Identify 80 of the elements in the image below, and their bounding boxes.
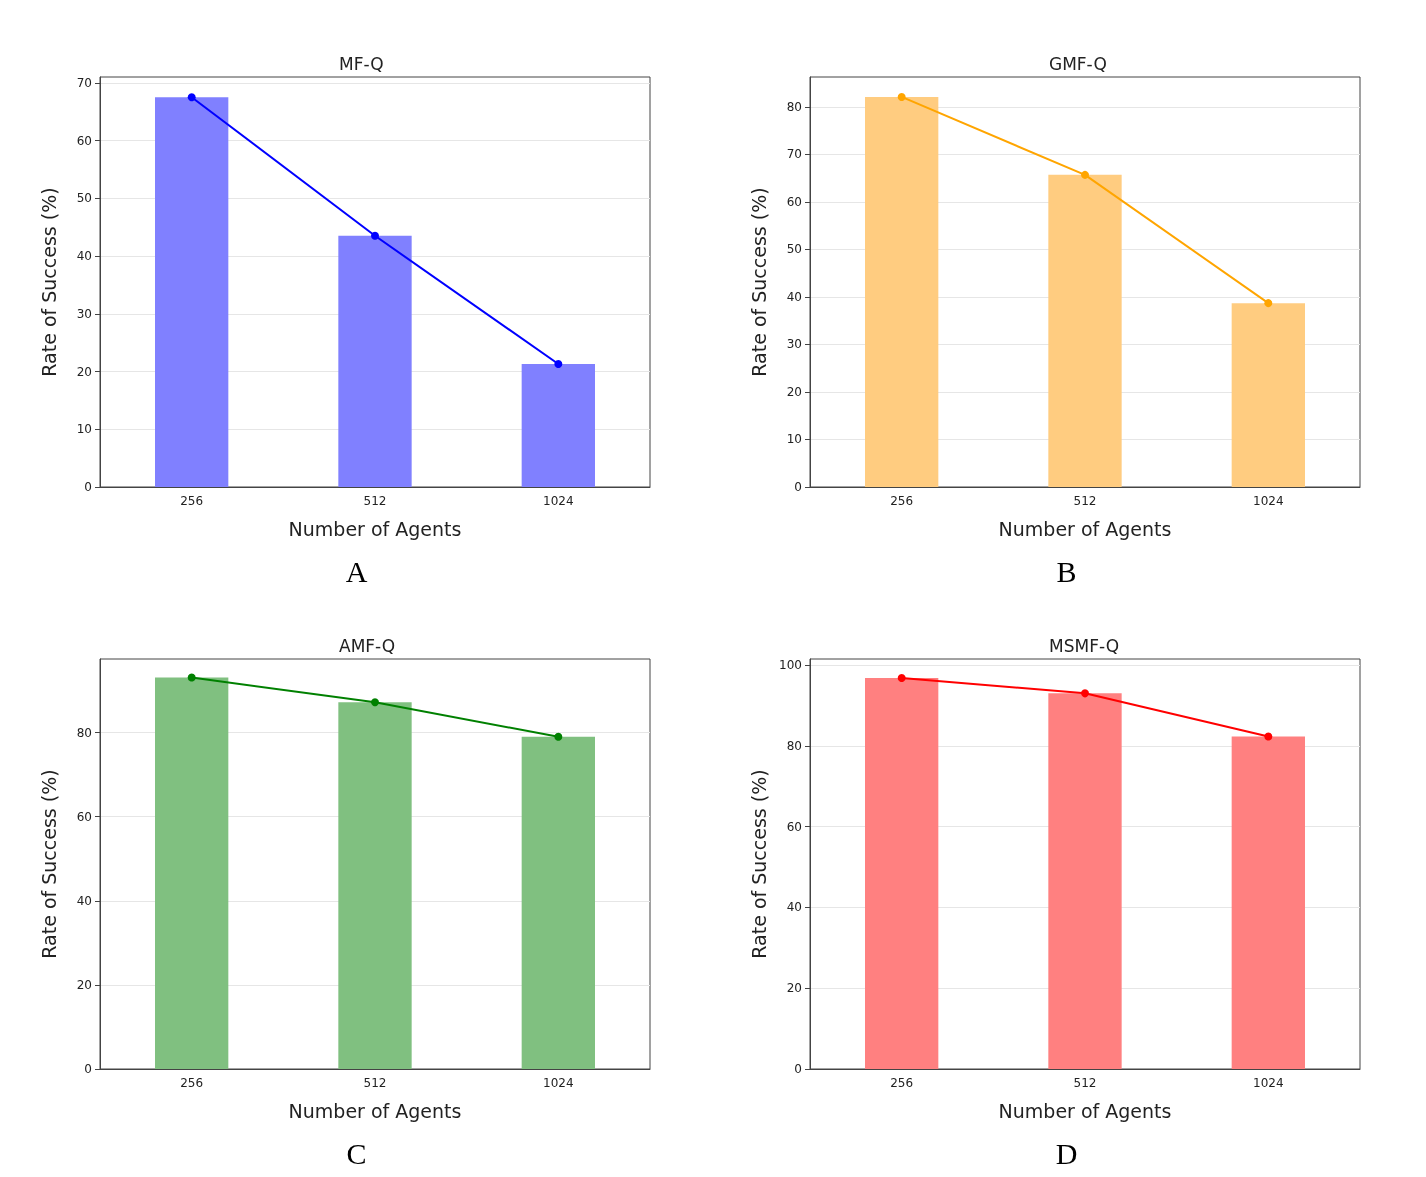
x-axis-title: Number of Agents: [998, 517, 1172, 540]
x-tick-label: 256: [180, 1076, 204, 1090]
point: [554, 732, 563, 741]
point: [1081, 170, 1089, 179]
y-tick-label: 60: [76, 809, 92, 824]
chart-title: MF-Q: [339, 53, 384, 74]
y-axis-title: Rate of Success (%): [747, 187, 770, 377]
x-tick-label: 1024: [1253, 1076, 1284, 1090]
y-tick-label: 100: [779, 658, 802, 673]
point: [1081, 689, 1089, 698]
text: B: [1056, 554, 1077, 588]
chart-title: AMF-Q: [339, 635, 396, 656]
bar: [1231, 303, 1305, 487]
x-tick-label: 256: [890, 1076, 914, 1090]
x-axis-title: Number of Agents: [998, 1099, 1172, 1122]
x-tick-label: 256: [890, 494, 914, 508]
y-tick-label: 50: [76, 191, 92, 206]
text: D: [1055, 1136, 1078, 1170]
bar: [521, 736, 595, 1069]
y-tick-label: 80: [786, 738, 802, 753]
point: [897, 673, 906, 682]
y-tick-label: 40: [786, 289, 802, 304]
bar: [865, 96, 939, 487]
y-tick-label: 60: [76, 133, 92, 148]
y-tick-label: 60: [786, 819, 802, 834]
y-tick-label: 10: [786, 432, 802, 447]
bar: [1048, 174, 1122, 487]
y-tick-label: 60: [786, 194, 802, 209]
point: [371, 231, 379, 240]
point: [1264, 732, 1273, 741]
y-tick-label: 40: [76, 893, 92, 908]
y-tick-label: 40: [786, 900, 802, 915]
bar: [338, 702, 412, 1069]
point: [1264, 299, 1273, 308]
x-tick-label: 512: [1073, 1076, 1097, 1090]
y-tick-label: 40: [76, 249, 92, 264]
bar: [521, 364, 595, 487]
point: [554, 360, 563, 368]
y-axis-title: Rate of Success (%): [747, 769, 770, 959]
y-tick-label: 0: [794, 480, 802, 494]
text: C: [346, 1136, 367, 1170]
y-tick-label: 50: [786, 242, 802, 257]
bar: [338, 235, 412, 487]
x-tick-label: 1024: [543, 1076, 574, 1090]
point: [371, 698, 379, 707]
chart-title: GMF-Q: [1049, 53, 1107, 74]
x-tick-label: 1024: [1253, 494, 1284, 508]
x-axis-title: Number of Agents: [288, 1099, 462, 1122]
bar: [865, 677, 939, 1069]
x-tick-label: 256: [180, 494, 204, 508]
y-tick-label: 0: [84, 1062, 92, 1076]
bar: [155, 97, 229, 487]
point: [187, 673, 196, 682]
y-tick-label: 30: [76, 306, 92, 321]
x-axis-title: Number of Agents: [288, 517, 462, 540]
y-tick-label: 70: [786, 147, 802, 162]
y-tick-label: 20: [786, 384, 802, 399]
x-tick-label: 1024: [543, 494, 574, 508]
chart-title: MSMF-Q: [1049, 635, 1120, 656]
y-tick-label: 20: [76, 977, 92, 992]
y-axis-title: Rate of Success (%): [37, 769, 60, 959]
y-tick-label: 0: [84, 480, 92, 494]
y-tick-label: 80: [76, 725, 92, 740]
y-tick-label: 30: [786, 337, 802, 352]
y-tick-label: 20: [76, 364, 92, 379]
y-tick-label: 20: [786, 981, 802, 996]
x-tick-label: 512: [363, 1076, 387, 1090]
x-tick-label: 512: [1073, 494, 1097, 508]
bar: [1231, 736, 1305, 1069]
point: [187, 93, 196, 102]
point: [897, 92, 906, 101]
y-tick-label: 70: [76, 75, 92, 90]
bar: [1048, 693, 1122, 1069]
x-tick-label: 512: [363, 494, 387, 508]
text: A: [345, 554, 368, 588]
y-tick-label: 80: [786, 99, 802, 114]
y-tick-label: 10: [76, 422, 92, 437]
y-tick-label: 0: [794, 1062, 802, 1076]
y-axis-title: Rate of Success (%): [37, 187, 60, 377]
bar: [155, 677, 229, 1069]
